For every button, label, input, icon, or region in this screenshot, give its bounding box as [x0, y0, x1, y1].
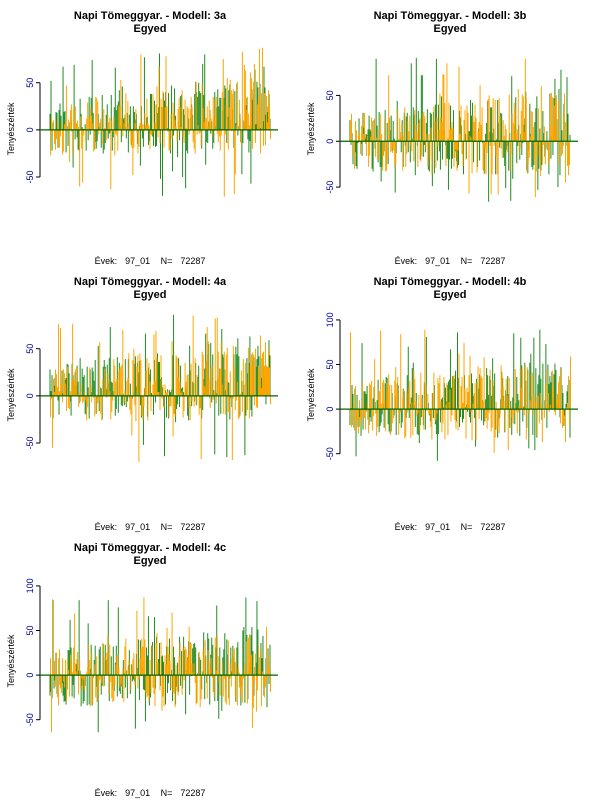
chart-subtitle: Egyed: [433, 23, 467, 35]
y-tick-label: -50: [325, 181, 335, 194]
chart-panel-4c: Napi Tömeggyar. - Modell: 4c Egyed Tenyé…: [0, 532, 300, 802]
y-tick-label: 0: [325, 139, 335, 144]
chart-subtitle: Egyed: [433, 289, 467, 301]
chart-footer: Évek: 97_01 N= 72287: [0, 788, 300, 798]
chart-subtitle: Egyed: [133, 555, 167, 567]
y-tick-label: 50: [25, 626, 35, 636]
chart-plot: -50 0 50 100: [25, 578, 278, 733]
chart-footer: Évek: 97_01 N= 72287: [0, 522, 300, 532]
series-green: [349, 57, 571, 202]
n-label: N=: [160, 256, 173, 266]
years-label: Évek:: [94, 256, 118, 266]
y-tick-label: -50: [325, 447, 335, 460]
n-label: N=: [160, 522, 173, 532]
n-label: N=: [460, 522, 473, 532]
chart-panel-4a: Napi Tömeggyar. - Modell: 4a Egyed Tenyé…: [0, 266, 300, 536]
y-tick-label: 0: [25, 673, 35, 678]
y-tick-label: 50: [325, 360, 335, 370]
y-tick-label: -50: [25, 436, 35, 449]
y-tick-label: 0: [25, 393, 35, 398]
years-value: 97_01: [125, 788, 151, 798]
y-tick-label: 50: [25, 78, 35, 88]
series-orange: [50, 47, 271, 197]
y-tick-label: -50: [25, 713, 35, 726]
chart-title: Napi Tömeggyar. - Modell: 3a: [73, 10, 227, 22]
chart-subtitle: Egyed: [133, 23, 167, 35]
chart-title: Napi Tömeggyar. - Modell: 3b: [373, 10, 527, 22]
years-value: 97_01: [125, 522, 151, 532]
n-value: 72287: [180, 522, 206, 532]
years-value: 97_01: [425, 256, 451, 266]
years-label: Évek:: [94, 522, 118, 532]
y-tick-label: 100: [25, 578, 35, 593]
series-orange: [50, 315, 271, 462]
series-orange: [50, 597, 271, 733]
y-tick-label: 100: [325, 312, 335, 327]
chart-subtitle: Egyed: [133, 289, 167, 301]
y-tick-label: 0: [325, 407, 335, 412]
chart-plot: -50 0 50: [25, 47, 278, 197]
years-label: Évek:: [94, 788, 118, 798]
chart-panel-3a: Napi Tömeggyar. - Modell: 3a Egyed Tenyé…: [0, 0, 300, 270]
n-label: N=: [160, 788, 173, 798]
chart-footer: Évek: 97_01 N= 72287: [0, 256, 300, 266]
years-value: 97_01: [425, 522, 451, 532]
n-value: 72287: [180, 788, 206, 798]
chart-title: Napi Tömeggyar. - Modell: 4a: [73, 276, 227, 288]
y-tick-label: 0: [25, 127, 35, 132]
years-label: Évek:: [394, 256, 418, 266]
years-label: Évek:: [394, 522, 418, 532]
n-value: 72287: [480, 522, 506, 532]
chart-footer: Évek: 97_01 N= 72287: [300, 522, 600, 532]
y-tick-label: -50: [25, 170, 35, 183]
chart-footer: Évek: 97_01 N= 72287: [300, 256, 600, 266]
series-orange: [350, 58, 571, 198]
chart-plot: -50 0 50: [25, 314, 278, 462]
n-value: 72287: [480, 256, 506, 266]
chart-plot: -50 0 50: [325, 57, 578, 202]
n-value: 72287: [180, 256, 206, 266]
chart-panel-4b: Napi Tömeggyar. - Modell: 4b Egyed Tenyé…: [300, 266, 600, 536]
y-tick-label: 50: [325, 90, 335, 100]
chart-title: Napi Tömeggyar. - Modell: 4c: [73, 542, 227, 554]
y-tick-label: 50: [25, 344, 35, 354]
chart-title: Napi Tömeggyar. - Modell: 4b: [373, 276, 527, 288]
chart-plot: -50 0 50 100: [325, 312, 578, 461]
series-orange: [350, 329, 571, 453]
series-green: [49, 597, 271, 733]
years-value: 97_01: [125, 256, 151, 266]
chart-panel-3b: Napi Tömeggyar. - Modell: 3b Egyed Tenyé…: [300, 0, 600, 270]
n-label: N=: [460, 256, 473, 266]
